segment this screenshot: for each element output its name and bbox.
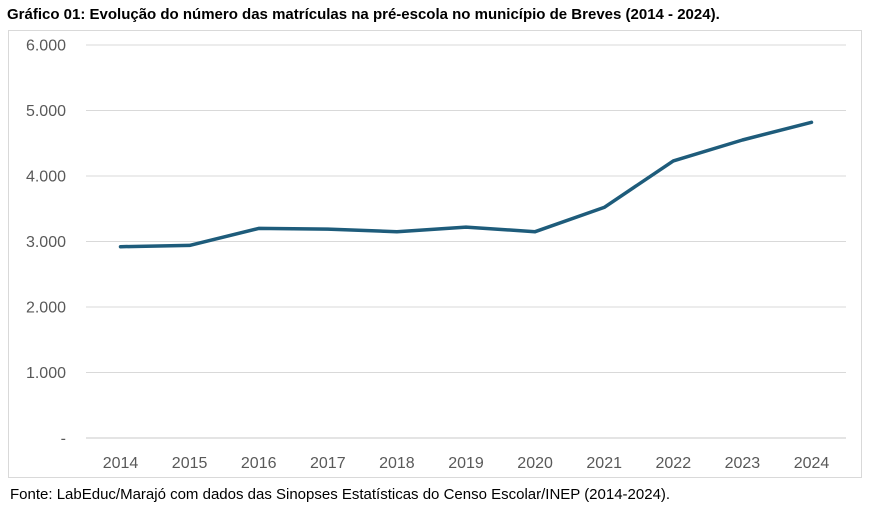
y-tick-label: 6.000: [26, 38, 66, 55]
x-tick-label: 2024: [794, 455, 830, 472]
y-tick-label: 4.000: [26, 169, 66, 186]
y-tick-label: 2.000: [26, 300, 66, 317]
y-tick-label: 3.000: [26, 234, 66, 251]
x-tick-label: 2015: [172, 455, 208, 472]
chart-area: - 1.000 2.000 3.000 4.000 5.000 6.000 2014 2015 2…: [8, 30, 862, 478]
x-tick-label: 2018: [379, 455, 415, 472]
y-tick-label: -: [61, 431, 66, 448]
x-tick-label: 2021: [586, 455, 622, 472]
chart-source: Fonte: LabEduc/Marajó com dados das Sino…: [10, 486, 671, 503]
x-tick-label: 2019: [448, 455, 484, 472]
y-tick-label: 1.000: [26, 365, 66, 382]
y-tick-label: 5.000: [26, 103, 66, 120]
x-tick-label: 2014: [103, 455, 139, 472]
data-series-line: [118, 120, 814, 249]
x-tick-label: 2020: [517, 455, 553, 472]
chart-title: Gráfico 01: Evolução do número das matrí…: [7, 6, 720, 23]
line-chart-svg: - 1.000 2.000 3.000 4.000 5.000 6.000 2014 2015 2…: [26, 38, 846, 472]
x-tick-label: 2017: [310, 455, 346, 472]
x-tick-label: 2016: [241, 455, 277, 472]
x-tick-label: 2023: [725, 455, 761, 472]
x-tick-label: 2022: [656, 455, 692, 472]
